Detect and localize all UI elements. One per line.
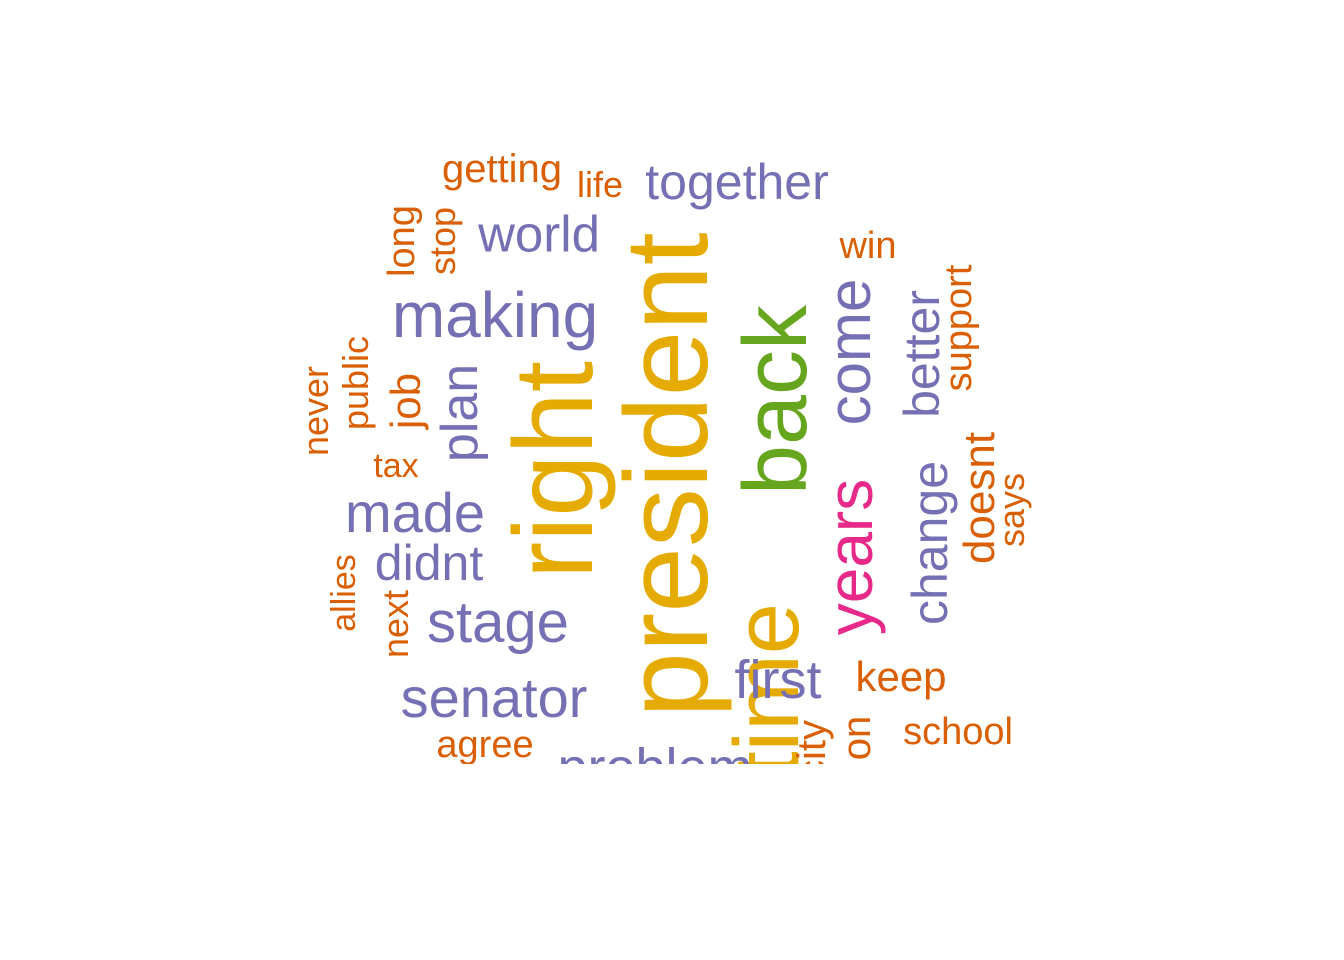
word-allies: allies [325, 554, 363, 632]
word-world: world [478, 205, 600, 263]
word-didnt: didnt [374, 535, 484, 591]
word-made: made [344, 481, 486, 544]
word-change: change [902, 460, 958, 626]
word-right: right [491, 361, 616, 579]
word-cloud: president right time back years come mak… [280, 130, 1060, 764]
word-school: school [903, 711, 1013, 753]
word-senator: senator [400, 666, 588, 729]
word-next: next [375, 589, 416, 659]
word-win: win [839, 225, 897, 267]
word-life: life [576, 164, 624, 205]
word-city: city [790, 720, 834, 764]
word-problem: problem [557, 741, 752, 764]
word-support: support [938, 264, 980, 392]
word-making: making [391, 279, 599, 351]
word-tax: tax [373, 447, 419, 485]
word-president: president [601, 232, 733, 718]
word-together: together [645, 154, 829, 210]
word-years: years [814, 478, 886, 636]
word-agree: agree [436, 724, 534, 764]
word-stop: stop [422, 206, 463, 276]
word-keep: keep [855, 653, 947, 700]
word-never: never [295, 365, 336, 457]
word-job: job [382, 372, 429, 430]
word-back: back [726, 304, 826, 496]
word-first: first [734, 650, 822, 710]
word-on: on [835, 715, 879, 761]
word-come: come [816, 278, 883, 426]
word-public: public [335, 335, 376, 431]
word-stage: stage [427, 590, 569, 655]
word-long: long [381, 205, 423, 277]
word-says: says [991, 472, 1032, 548]
word-getting: getting [441, 147, 563, 191]
word-plan: plan [431, 363, 489, 463]
